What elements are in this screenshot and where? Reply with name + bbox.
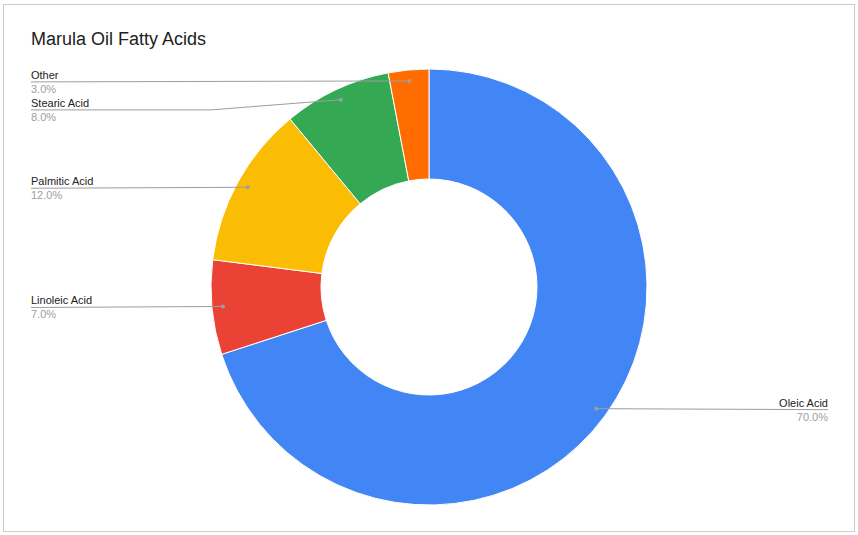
svg-text:Stearic Acid: Stearic Acid — [31, 97, 89, 109]
svg-text:12.0%: 12.0% — [31, 189, 62, 201]
html-text:Marula Oil Fatty Acids: Marula Oil Fatty Acids — [31, 29, 207, 49]
svg-text:Oleic Acid: Oleic Acid — [779, 397, 828, 409]
svg-text:70.0%: 70.0% — [797, 411, 828, 423]
svg-text:Other: Other — [31, 69, 59, 81]
svg-text:3.0%: 3.0% — [31, 83, 56, 95]
svg-text:Palmitic Acid: Palmitic Acid — [31, 175, 93, 187]
svg-text:8.0%: 8.0% — [31, 111, 56, 123]
svg-text:Linoleic Acid: Linoleic Acid — [31, 294, 92, 306]
svg-text:7.0%: 7.0% — [31, 308, 56, 320]
